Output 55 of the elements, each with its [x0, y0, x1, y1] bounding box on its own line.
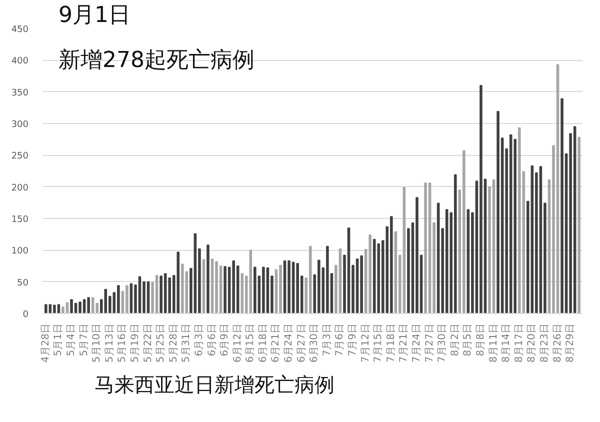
text: 新增278起死亡病例: [58, 48, 254, 73]
x-tick-label: 7月9日: [348, 323, 359, 356]
x-tick-label: 7月21日: [398, 323, 410, 363]
x-tick-label: 8月5日: [462, 323, 474, 356]
x-tick-label: 5月13日: [104, 323, 116, 363]
y-tick-label: 400: [11, 56, 29, 67]
x-tick-label: 7月18日: [386, 323, 397, 363]
y-tick-label: 150: [11, 215, 29, 225]
x-tick-label: 6月9日: [220, 323, 231, 356]
y-tick-label: 100: [11, 246, 29, 257]
x-tick-label: 5月10日: [92, 323, 103, 363]
x-tick-label: 5月19日: [130, 323, 141, 363]
text: 马来西亚近日新增死亡病例: [94, 372, 334, 396]
x-tick-label: 8月23日: [539, 323, 550, 363]
x-tick-label: 7月24日: [412, 323, 422, 363]
x-tick-label: 8月8日: [475, 323, 486, 356]
x-tick-label: 6月15日: [245, 323, 256, 363]
x-tick-label: 6月24日: [284, 323, 295, 363]
y-tick-label: 250: [11, 152, 29, 162]
x-tick-label: 8月20日: [526, 323, 538, 363]
x-tick-label: 8月29日: [565, 323, 576, 363]
x-tick-label: 5月31日: [181, 323, 192, 363]
x-tick-label: 7月12日: [360, 323, 372, 363]
chart-title: 9月1日: [58, 3, 130, 28]
x-tick-label: 8月14日: [501, 323, 512, 363]
x-tick-label: 5月16日: [117, 323, 128, 363]
x-tick-label: 6月27日: [296, 323, 308, 363]
x-tick-label: 8月17日: [514, 323, 525, 363]
y-tick-label: 300: [11, 120, 29, 130]
x-tick-label: 6月18日: [258, 323, 269, 363]
x-tick-label: 8月26日: [552, 323, 564, 363]
y-tick-label: 200: [11, 183, 29, 194]
x-tick-label: 7月3日: [322, 323, 333, 356]
x-tick-label: 6月3日: [194, 323, 205, 356]
x-tick-label: 5月4日: [66, 323, 78, 356]
x-tick-label: 5月25日: [156, 323, 167, 363]
x-tick-label: 6月21日: [270, 323, 282, 363]
x-tick-label: 6月6日: [206, 323, 218, 356]
y-tick-label: 350: [11, 88, 29, 98]
y-tick-label: 0: [22, 310, 29, 320]
x-tick-label: 6月30日: [309, 323, 320, 363]
x-tick-label: 7月30日: [437, 323, 448, 363]
x-tick-label: 6月12日: [232, 323, 244, 363]
y-tick-label: 450: [11, 25, 29, 35]
x-tick-label: 7月6日: [334, 323, 346, 356]
x-tick-label: 8月2日: [450, 323, 461, 356]
x-tick-label: 5月7日: [78, 323, 90, 356]
x-tick-label: 5月28日: [168, 323, 180, 363]
x-tick-label: 7月27日: [424, 323, 436, 363]
x-tick-label: 8月11日: [488, 323, 500, 363]
x-tick-label: 5月22日: [142, 323, 154, 363]
x-tick-label: 4月28日: [40, 323, 52, 363]
y-tick-label: 50: [17, 278, 29, 288]
x-tick-label: 7月15日: [373, 323, 384, 363]
x-tick-label: 5月1日: [53, 323, 64, 356]
